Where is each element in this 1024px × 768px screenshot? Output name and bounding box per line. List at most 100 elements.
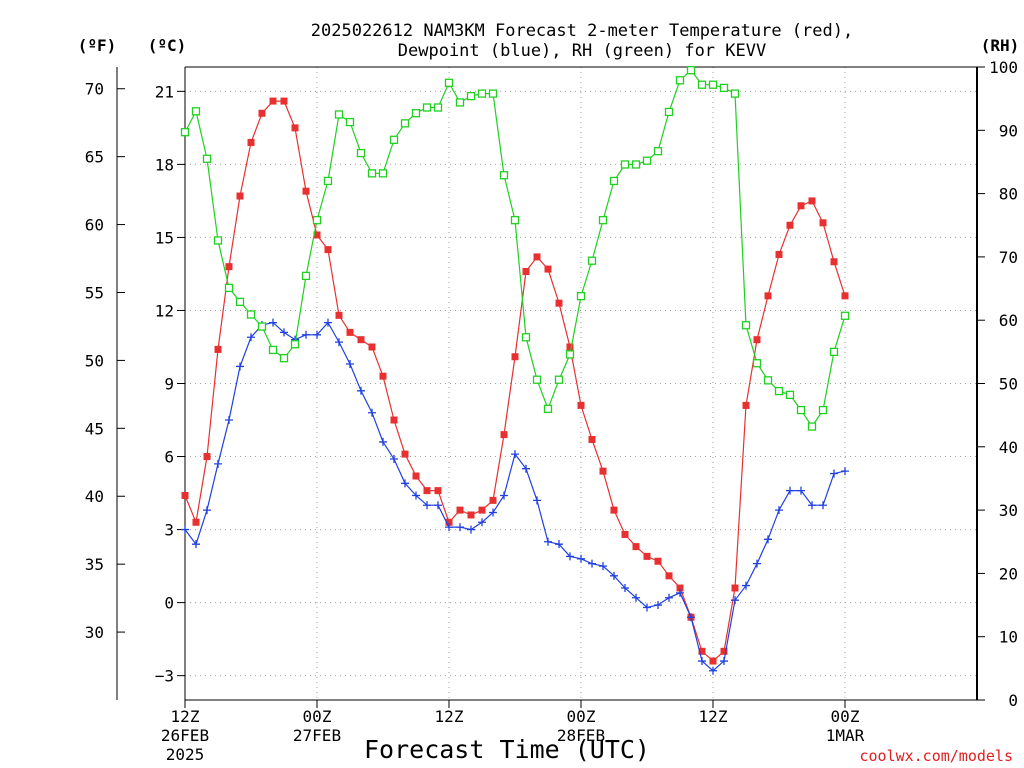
rh-point [279,354,289,363]
dewpoint-series [181,318,849,675]
chart-title: 2025022612 NAM3KM Forecast 2-meter Tempe… [311,21,853,61]
temperature-point [797,202,805,210]
rh-point [202,154,212,163]
dewpoint-point [390,454,398,463]
temperature-point [236,192,244,200]
celsius-tick-label: 21 [155,82,174,101]
dewpoint-point [269,318,277,327]
rh-point [532,375,542,384]
rh-point [268,345,278,355]
dewpoint-point [676,588,684,597]
rh-point [829,347,839,357]
rh-point [499,171,509,180]
rh-point [444,78,454,87]
temperature-point [764,292,772,300]
dewpoint-point [423,501,431,510]
dewpoint-point [830,469,838,478]
temperature-point [280,97,288,105]
dewpoint-point [841,467,849,476]
rh-point [477,89,487,98]
rh-point [191,107,201,116]
rh-point [730,89,740,98]
x-tick-label: 12Z [171,707,200,726]
x-tick-label: 00Z [831,707,860,726]
dewpoint-point [610,571,618,580]
fahrenheit-tick-label: 45 [85,419,104,438]
rh-point [389,135,399,144]
fahrenheit-tick-label: 65 [85,148,104,167]
rh-point [345,117,355,127]
rh-tick-label: 30 [999,501,1018,520]
dewpoint-point [379,437,387,446]
temperature-point [467,511,475,519]
rh-point [521,333,531,342]
dewpoint-point [566,552,574,561]
dewpoint-point [511,450,519,459]
dewpoint-point [632,593,640,602]
rh-tick-label: 20 [999,564,1018,583]
temperature-point [456,506,464,514]
rh-point [565,350,575,359]
dewpoint-point [709,666,717,675]
temperature-series [181,97,849,665]
dewpoint-point [654,601,662,610]
temperature-point [203,453,211,461]
temperature-point [489,496,497,504]
dewpoint-point [368,408,376,417]
rh-axis-unit: (RH) [981,36,1020,55]
dewpoint-point [808,501,816,510]
rh-point [675,76,685,85]
dewpoint-point [467,525,475,534]
fahrenheit-tick-label: 70 [85,80,104,99]
temperature-point [709,657,717,665]
celsius-tick-label: 0 [164,594,174,613]
fahrenheit-tick-label: 50 [85,351,104,370]
rh-point [620,160,630,169]
rh-point [642,156,652,165]
temperature-point [313,231,321,239]
temperature-point [808,197,816,205]
rh-point [587,256,597,265]
rh-tick-label: 80 [999,185,1018,204]
rh-point [664,107,674,117]
dewpoint-point [434,501,442,510]
dewpoint-point [192,540,200,549]
rh-tick-label: 40 [999,438,1018,457]
dewpoint-point [445,523,453,532]
temperature-point [181,491,189,499]
temperature-point [412,472,420,480]
rh-point [433,103,443,112]
rh-point [763,376,773,385]
x-tick-label: 12Z [435,707,464,726]
rh-point [290,340,300,349]
temperature-point [555,299,563,307]
temperature-point [577,401,585,409]
rh-point [752,359,762,368]
dewpoint-point [489,508,497,517]
chart-title-line-1: 2025022612 NAM3KM Forecast 2-meter Tempe… [311,21,853,41]
temperature-point [830,258,838,266]
celsius-tick-label: 15 [155,228,174,247]
celsius-tick-label: 6 [164,448,174,467]
fahrenheit-axis-unit: (ºF) [78,36,117,55]
dewpoint-point [555,540,563,549]
rh-point [631,160,641,169]
temperature-point [269,97,277,105]
celsius-tick-label: 12 [155,301,174,320]
x-tick-label: 1MAR [826,726,865,745]
temperature-point [357,336,365,344]
dewpoint-point [786,486,794,495]
rh-point [213,236,223,245]
temperature-point [346,328,354,336]
rh-point [235,297,245,306]
temperature-point [566,343,574,351]
temperature-point [445,518,453,526]
celsius-tick-label: 9 [164,375,174,394]
rh-point [554,375,564,384]
rh-point [323,176,333,186]
rh-point [796,405,806,415]
rh-point [180,128,190,137]
temperature-point [302,187,310,195]
rh-tick-label: 100 [989,58,1018,77]
